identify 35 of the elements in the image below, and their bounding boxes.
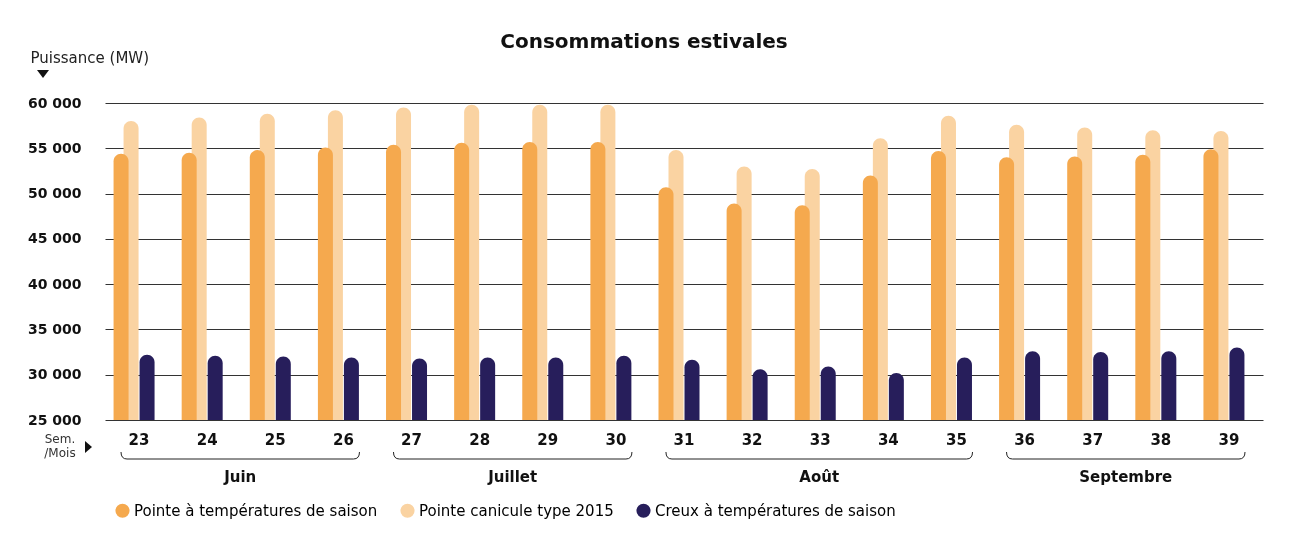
x-tick-label: 36: [1014, 430, 1036, 449]
x-tick-label: 33: [809, 430, 831, 449]
x-tick-label: 39: [1218, 430, 1240, 449]
text: Septembre: [1079, 468, 1173, 486]
y-tick-label: 35 000: [27, 320, 82, 337]
legend-label: Pointe à températures de saison: [134, 501, 378, 520]
text: Juillet: [487, 468, 538, 486]
x-tick-label: 32: [741, 430, 763, 449]
x-tick-label: 23: [128, 430, 150, 449]
text: Août: [799, 468, 840, 486]
y-tick-label: 45 000: [27, 230, 82, 247]
x-tick-label: 31: [673, 430, 695, 449]
x-tick-label: 38: [1150, 430, 1172, 449]
x-tick-label: 24: [196, 430, 218, 449]
y-tick-label: 50 000: [27, 185, 82, 202]
text: Juin: [223, 468, 257, 486]
x-tick-label: 34: [877, 430, 899, 449]
x-axis-title: Sem. /Mois: [44, 432, 76, 460]
y-tick-label: 25 000: [27, 411, 82, 428]
legend-label: Pointe canicule type 2015: [419, 501, 614, 520]
y-tick-label: 40 000: [27, 275, 82, 292]
x-tick-label: 30: [605, 430, 627, 449]
x-tick-label: 26: [332, 430, 354, 449]
y-tick-label: 60 000: [27, 94, 82, 111]
y-tick-label: 55 000: [27, 139, 82, 156]
x-tick-label: 35: [946, 430, 967, 449]
x-tick-label: 29: [537, 430, 559, 449]
legend-label: Creux à températures de saison: [655, 501, 896, 520]
x-tick-label: 27: [401, 430, 422, 449]
chart-title: Consommations estivales: [500, 29, 788, 53]
y-tick-label: 30 000: [27, 366, 82, 383]
x-tick-label: 28: [469, 430, 491, 449]
y-axis-title: Puissance (MW): [30, 48, 150, 67]
x-tick-label: 37: [1082, 430, 1104, 449]
x-tick-label: 25: [264, 430, 286, 449]
